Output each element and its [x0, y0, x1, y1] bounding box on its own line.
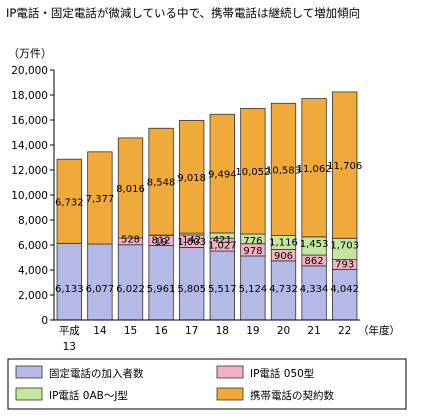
y-tick-label: 8,000 [18, 215, 48, 227]
data-label: 862 [305, 256, 324, 267]
data-labels: 6,133 6,732 6,077 7,377 6,022 528 8,016 5,961 81… [55, 161, 362, 295]
y-tick-label: 16,000 [11, 115, 48, 127]
legend-label: IP電話 0AB～J型 [49, 389, 128, 402]
x-tick-label: 13 [63, 341, 76, 353]
bar-segment [56, 158, 82, 244]
data-label: 6,077 [86, 284, 115, 295]
bar-segment [209, 250, 235, 321]
data-label: 6,732 [55, 197, 84, 208]
y-axis-unit-label: （万件） [8, 47, 52, 60]
x-tick-label: 18 [216, 325, 229, 337]
data-label: 4,334 [300, 284, 329, 295]
x-tick-label: 14 [93, 325, 107, 337]
x-tick-label: 平成 [59, 325, 80, 337]
bar-segment [87, 243, 113, 321]
data-label: 8,548 [147, 178, 176, 189]
data-label: 11,706 [327, 161, 362, 172]
data-label: 4,732 [269, 284, 298, 295]
data-label: 5,805 [177, 284, 206, 295]
bar-segment [87, 151, 113, 245]
bar-segment [148, 127, 174, 236]
y-tick-label: 20,000 [11, 65, 48, 77]
x-tick-label: 17 [185, 325, 198, 337]
legend: 固定電話の加入者数 IP電話 050型 IP電話 0AB～J型 携帯電話の契約数 [7, 358, 407, 410]
data-label: 6,133 [55, 284, 84, 295]
data-label: 978 [243, 246, 262, 257]
chart-title: IP電話・固定電話が微減している中で、携帯電話は継続して増加傾向 [6, 6, 360, 20]
data-label: 7,377 [86, 194, 115, 205]
bar-segment [117, 137, 144, 239]
bar-segment [117, 244, 144, 321]
x-tick-label: 15 [124, 325, 137, 337]
data-label: 8,016 [116, 184, 145, 195]
data-label: 5,124 [239, 284, 268, 295]
data-label: 10,052 [235, 167, 270, 178]
data-label: 1,116 [269, 238, 298, 249]
data-label: 421 [213, 235, 232, 246]
y-tick-label: 6,000 [18, 240, 48, 252]
bar-segment [240, 255, 266, 321]
bar-segment [270, 102, 297, 236]
legend-swatch [15, 365, 43, 379]
y-tick-label: 12,000 [11, 165, 48, 177]
data-label: 1,027 [208, 241, 237, 252]
y-tick-label: 10,000 [11, 190, 48, 202]
data-label: 19 [155, 237, 168, 248]
y-tick-label: 4,000 [18, 265, 48, 277]
data-label: 906 [274, 251, 293, 262]
data-label: 9,494 [208, 170, 237, 181]
legend-box [7, 358, 407, 410]
y-tick-label: 0 [41, 315, 48, 327]
legend-swatch [15, 387, 43, 401]
data-label: 11,062 [297, 164, 332, 175]
legend-swatch [216, 365, 244, 379]
legend-label: IP電話 050型 [250, 367, 314, 380]
x-tick-label: 19 [246, 325, 259, 337]
bar-segment [56, 242, 82, 321]
legend-label: 携帯電話の契約数 [250, 389, 334, 402]
bar-segment [148, 245, 174, 321]
y-tick-label: 18,000 [11, 90, 48, 102]
data-label: 812 [152, 235, 171, 246]
data-label: 9,018 [177, 173, 206, 184]
data-label: 793 [335, 259, 354, 270]
x-tick-label: 22 [338, 325, 351, 337]
y-tick-label: 2,000 [18, 290, 48, 302]
bar-segment [240, 107, 266, 235]
x-tick-label: 21 [307, 325, 320, 337]
bar-segment [179, 247, 205, 321]
bar-segment [270, 260, 297, 321]
bar-segment [332, 91, 358, 239]
x-axis-suffix: （年度） [358, 324, 400, 337]
data-label: 1,703 [330, 240, 359, 251]
legend-label: 固定電話の加入者数 [49, 367, 144, 380]
data-label: 1,003 [177, 237, 206, 248]
data-label: 5,517 [208, 284, 237, 295]
data-label: 1,453 [300, 239, 329, 250]
bar-segment [179, 120, 205, 234]
data-label: 142 [182, 235, 201, 246]
data-label: 776 [243, 236, 262, 247]
bars [56, 91, 358, 321]
x-tick-label: 20 [277, 325, 290, 337]
data-label: 4,042 [330, 284, 359, 295]
y-axis: 0 2,000 4,000 6,000 8,000 10,000 12,000 14,000 1… [11, 65, 55, 327]
bar-segment [209, 113, 235, 234]
data-label: 5,961 [147, 284, 176, 295]
data-label: 6,022 [116, 284, 145, 295]
data-label: 10,583 [266, 165, 301, 176]
legend-swatch [216, 387, 244, 401]
x-tick-label: 16 [154, 325, 168, 337]
data-label: 528 [121, 235, 140, 246]
x-axis: 平成 13 14 15 16 17 18 19 20 21 22 [54, 319, 360, 353]
y-tick-label: 14,000 [11, 140, 48, 152]
bar-segment [301, 98, 327, 238]
